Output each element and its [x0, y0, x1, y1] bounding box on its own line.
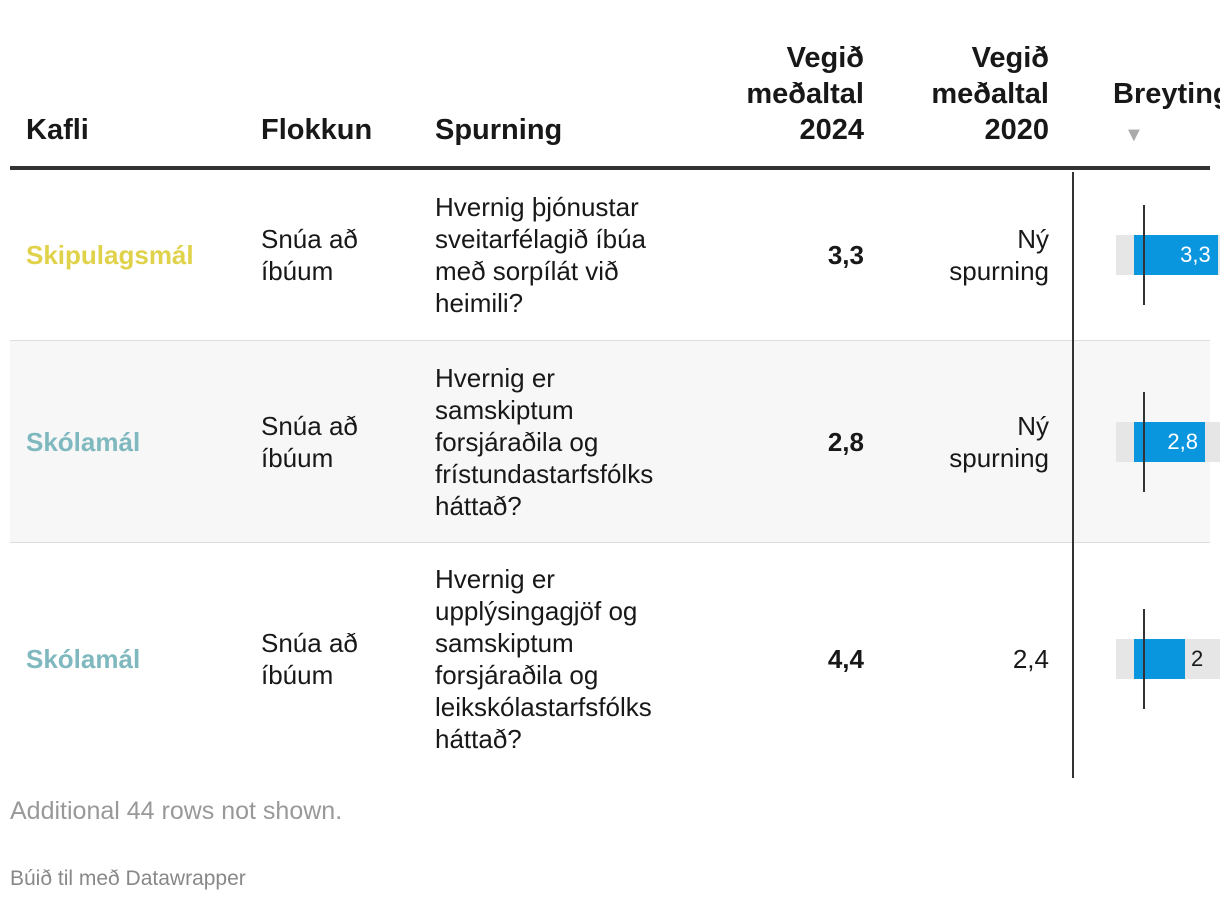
data-table: Kafli Flokkun Spurning Vegið meðaltal 20… [10, 0, 1220, 774]
cell-flokkun-line: íbúum [261, 256, 334, 286]
cell-vegid-2020-line: spurning [949, 256, 1049, 286]
cell-vegid-2024: 2,8 [827, 426, 864, 457]
cell-flokkun: Snúa að íbúum [261, 410, 358, 474]
change-bar-label: 2 [1191, 645, 1204, 671]
cell-spurning: Hvernig er upplýsingagjöf og samskiptum for… [435, 563, 652, 755]
cell-spurning: Hvernig þjónustar sveitarfélagið íbúa með … [435, 191, 646, 319]
table-row: Skipulagsmál Snúa að íbúum Hvernig þjónusta… [10, 170, 1220, 340]
cell-spurning-line: leikskólastarfsfólks [435, 691, 652, 722]
cell-flokkun-line: íbúum [261, 659, 334, 690]
table-row: Skólamál Snúa að íbúum Hvernig er samskiptum… [10, 340, 1220, 542]
bar-zero-line [1143, 391, 1145, 492]
header-vegid-2020-line3: 2020 [984, 114, 1049, 146]
header-vegid-2020-line1: Vegið [971, 42, 1049, 74]
cell-flokkun-line: Snúa að [261, 224, 358, 254]
cell-spurning-line: háttað? [435, 723, 522, 754]
cell-spurning-line: háttað? [435, 490, 522, 521]
header-breyting[interactable]: Breyting [1113, 78, 1220, 110]
header-vegid-2020-line2: meðaltal [931, 78, 1049, 110]
cell-vegid-2020-line: 2,4 [1012, 643, 1049, 674]
table-row: Skólamál Snúa að íbúum Hvernig er upplýsinga… [10, 542, 1220, 774]
bar-zero-line [1143, 205, 1145, 305]
cell-flokkun: Snúa að íbúum [261, 627, 358, 691]
header-vegid-2020[interactable]: Vegið meðaltal 2020 [931, 40, 1049, 148]
header-vegid-2024[interactable]: Vegið meðaltal 2024 [746, 40, 864, 148]
cell-spurning-line: með sorpílát við [435, 256, 619, 286]
header-vegid-2024-line2: meðaltal [746, 78, 864, 110]
table-body: Skipulagsmál Snúa að íbúum Hvernig þjónusta… [10, 170, 1220, 774]
cell-flokkun: Snúa að íbúum [261, 223, 358, 287]
datawrapper-credit[interactable]: Búið til með Datawrapper [10, 867, 246, 890]
cell-flokkun-line: Snúa að [261, 627, 358, 658]
rows-not-shown-note: Additional 44 rows not shown. [10, 797, 343, 825]
change-bar-label: 3,3 [1180, 242, 1211, 267]
sort-descending-icon[interactable]: ▼ [1124, 124, 1144, 146]
cell-vegid-2024: 3,3 [827, 240, 864, 270]
cell-vegid-2020-line: Ný [1017, 224, 1049, 254]
cell-kafli: Skólamál [26, 643, 141, 674]
cell-vegid-2020: Ný spurning [949, 223, 1049, 287]
change-bar [1134, 235, 1219, 275]
change-bar-label: 2,8 [1167, 428, 1198, 454]
header-vegid-2024-line3: 2024 [799, 114, 864, 146]
header-vegid-2024-line1: Vegið [786, 42, 864, 74]
column-divider-line [1072, 172, 1074, 778]
cell-spurning-line: samskiptum [435, 394, 574, 425]
cell-flokkun-line: íbúum [261, 442, 334, 473]
cell-spurning-line: sveitarfélagið íbúa [435, 224, 647, 254]
cell-spurning-line: samskiptum [435, 627, 574, 658]
header-kafli[interactable]: Kafli [26, 114, 89, 146]
cell-spurning-line: forsjáraðila og [435, 426, 599, 457]
cell-spurning-line: frístundastarfsfólks [435, 458, 654, 489]
cell-spurning-line: heimili? [435, 288, 524, 318]
cell-spurning: Hvernig er samskiptum forsjáraðila og fríst… [435, 362, 653, 522]
header-flokkun[interactable]: Flokkun [261, 114, 373, 146]
cell-vegid-2020: Ný spurning [949, 410, 1049, 474]
change-bar [1134, 638, 1185, 679]
cell-flokkun-line: Snúa að [261, 410, 358, 441]
cell-spurning-line: upplýsingagjöf og [435, 595, 638, 626]
cell-kafli: Skólamál [26, 426, 141, 457]
table-header: Kafli Flokkun Spurning Vegið meðaltal 20… [10, 0, 1220, 170]
change-bar [1134, 421, 1206, 462]
cell-vegid-2020-line: Ný [1017, 410, 1049, 441]
cell-vegid-2020-line: spurning [949, 442, 1049, 473]
cell-spurning-line: forsjáraðila og [435, 659, 599, 690]
cell-spurning-line: Hvernig er [435, 563, 555, 594]
bar-zero-line [1143, 608, 1145, 709]
cell-spurning-line: Hvernig er [435, 362, 555, 393]
cell-vegid-2020: 2,4 [1013, 643, 1049, 675]
cell-spurning-line: Hvernig þjónustar [435, 192, 639, 222]
cell-vegid-2024: 4,4 [827, 643, 864, 674]
header-spurning[interactable]: Spurning [435, 114, 563, 146]
cell-kafli: Skipulagsmál [26, 240, 194, 270]
